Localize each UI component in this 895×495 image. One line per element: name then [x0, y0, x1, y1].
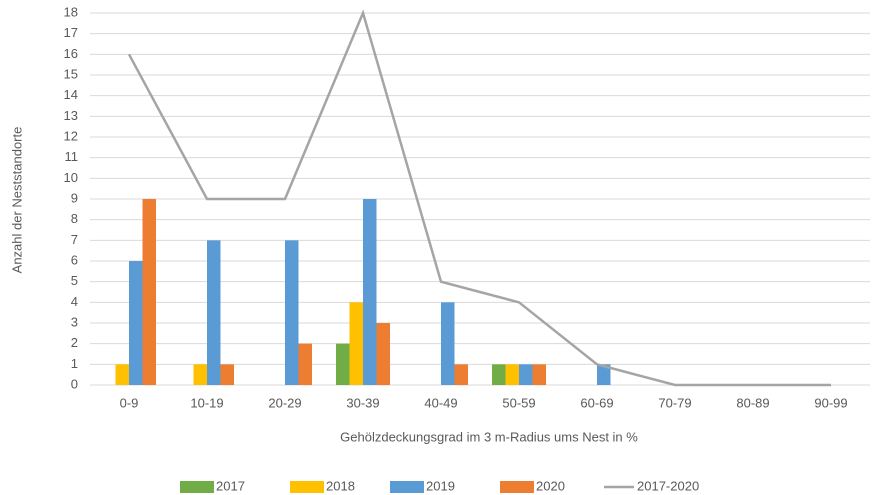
- y-axis-label: Anzahl der Neststandorte: [9, 127, 24, 274]
- bar: [349, 302, 363, 385]
- x-tick-label: 70-79: [658, 395, 691, 410]
- y-tick-label: 5: [71, 273, 78, 288]
- y-tick-label: 16: [64, 46, 78, 61]
- bar: [363, 199, 377, 385]
- legend-label: 2017-2020: [637, 478, 699, 493]
- y-tick-label: 8: [71, 211, 78, 226]
- y-tick-label: 9: [71, 190, 78, 205]
- legend-marker: [290, 481, 324, 493]
- x-tick-label: 0-9: [120, 395, 139, 410]
- y-tick-label: 13: [64, 108, 78, 123]
- bar: [505, 364, 519, 385]
- bar: [519, 364, 533, 385]
- y-tick-label: 17: [64, 25, 78, 40]
- y-tick-label: 15: [64, 66, 78, 81]
- x-tick-label: 90-99: [814, 395, 847, 410]
- bar: [207, 240, 221, 385]
- bar: [193, 364, 207, 385]
- bar: [454, 364, 468, 385]
- y-tick-label: 3: [71, 314, 78, 329]
- y-tick-label: 14: [64, 87, 78, 102]
- x-axis-label: Gehölzdeckungsgrad im 3 m-Radius ums Nes…: [340, 429, 638, 444]
- y-tick-label: 1: [71, 356, 78, 371]
- y-tick-label: 2: [71, 335, 78, 350]
- y-tick-label: 0: [71, 376, 78, 391]
- legend-label: 2019: [426, 478, 455, 493]
- bar: [597, 364, 611, 385]
- legend-marker: [390, 481, 424, 493]
- bar: [220, 364, 234, 385]
- legend-label: 2018: [326, 478, 355, 493]
- bar: [115, 364, 129, 385]
- x-tick-label: 10-19: [190, 395, 223, 410]
- line: [127, 9, 831, 387]
- bar: [492, 364, 506, 385]
- bar: [441, 302, 455, 385]
- x-tick-label: 40-49: [424, 395, 457, 410]
- y-tick-label: 11: [65, 149, 79, 164]
- y-tick-label: 12: [64, 128, 78, 143]
- bar: [336, 343, 350, 385]
- y-tick-label: 18: [64, 4, 78, 19]
- x-tick-label: 20-29: [268, 395, 301, 410]
- legend-label: 2017: [216, 478, 245, 493]
- x-tick-label: 50-59: [502, 395, 535, 410]
- y-tick-label: 7: [71, 232, 78, 247]
- y-tick-label: 4: [71, 294, 78, 309]
- bar: [142, 199, 156, 385]
- y-tick-label: 10: [64, 170, 78, 185]
- legend-label: 2020: [536, 478, 565, 493]
- bar: [532, 364, 546, 385]
- x-tick-label: 60-69: [580, 395, 613, 410]
- legend-marker: [500, 481, 534, 493]
- x-tick-label: 30-39: [346, 395, 379, 410]
- x-tick-label: 80-89: [736, 395, 769, 410]
- bar: [129, 261, 143, 385]
- bar: [285, 240, 299, 385]
- y-tick-label: 6: [71, 252, 78, 267]
- bar: [298, 343, 312, 385]
- legend-marker: [180, 481, 214, 493]
- bar: [376, 323, 390, 385]
